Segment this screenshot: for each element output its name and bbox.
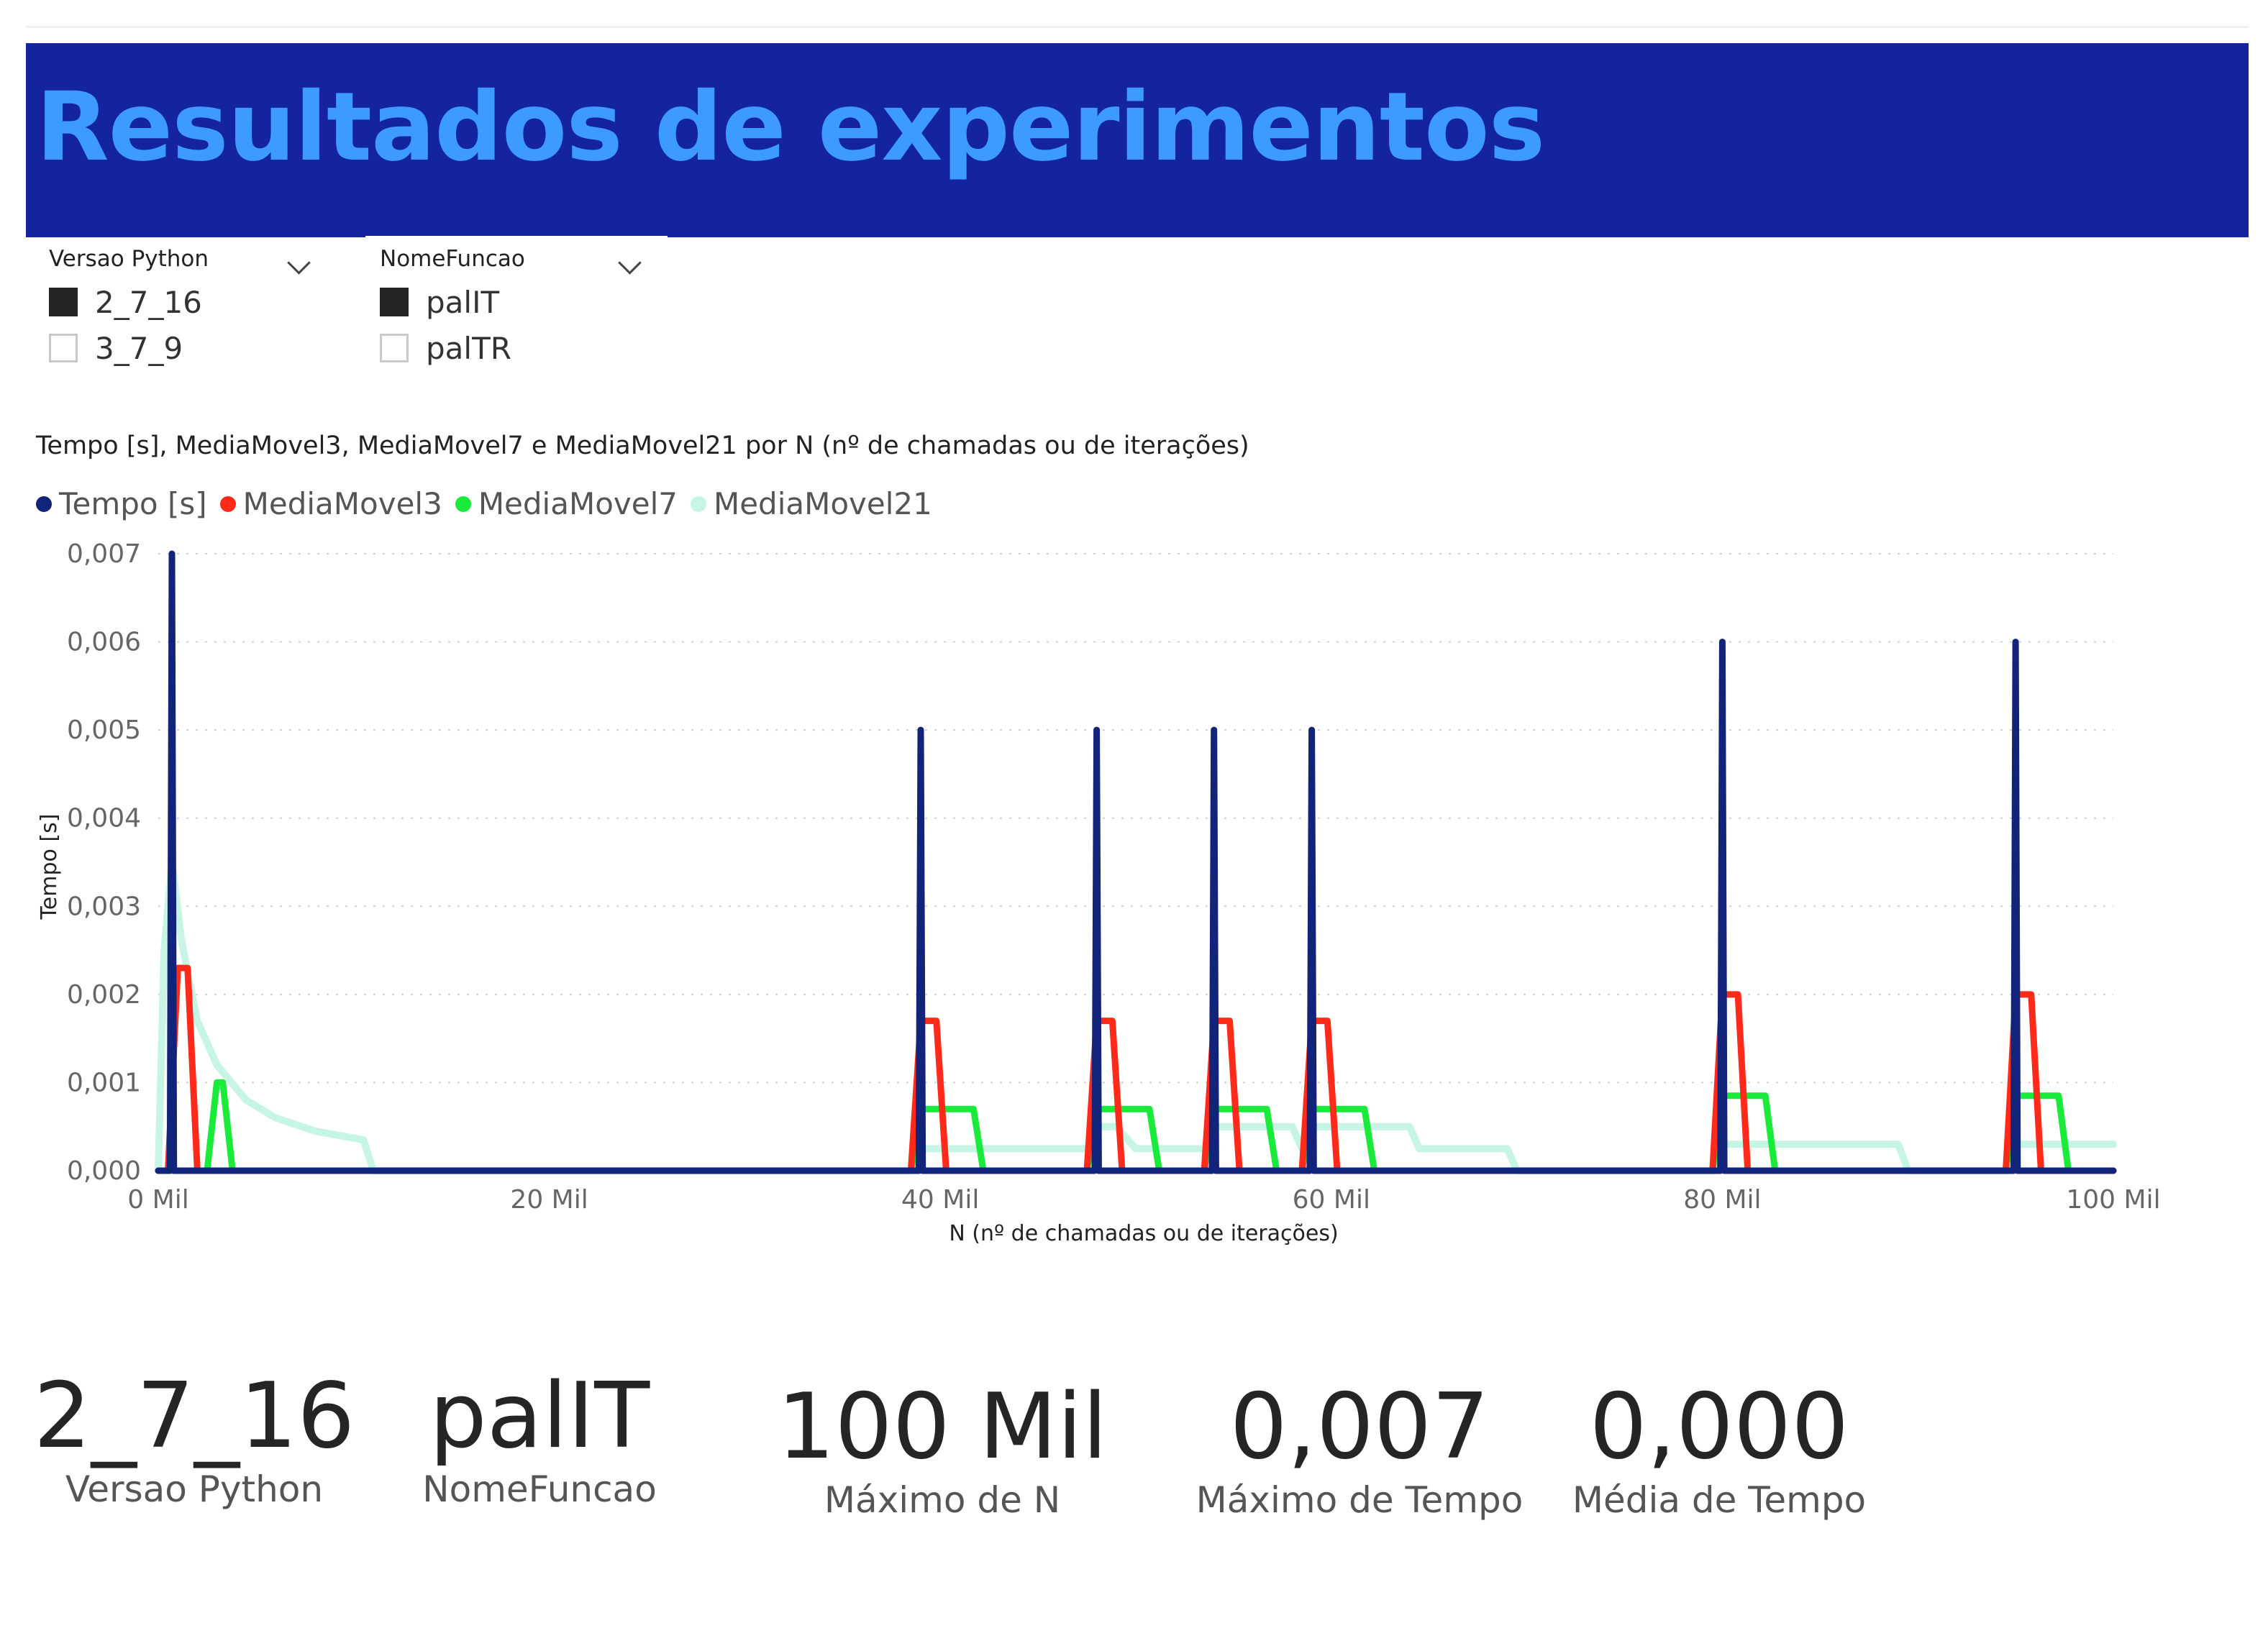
x-tick-label: 100 Mil [2066, 1185, 2160, 1215]
y-tick-label: 0,001 [67, 1068, 141, 1097]
x-tick-label: 20 Mil [510, 1185, 588, 1215]
card-label: Versao Python [65, 1468, 324, 1510]
top-divider [26, 26, 2249, 28]
y-axis-label: Tempo [s] [37, 814, 62, 920]
legend-marker [219, 495, 236, 512]
y-tick-label: 0,005 [67, 716, 141, 745]
series-line-mediamovel21 [155, 859, 2117, 1174]
legend-label: MediaMovel7 [478, 486, 678, 521]
x-tick-label: 40 Mil [901, 1185, 979, 1215]
slicer-option-label: 3_7_9 [95, 330, 183, 366]
slicer-option-label: palTR [426, 330, 511, 366]
card-versao-python: 2_7_16 Versao Python [29, 1363, 360, 1510]
y-tick-label: 0,004 [67, 804, 141, 833]
card-media-tempo: 0,000 Média de Tempo [1554, 1373, 1885, 1521]
y-tick-label: 0,002 [67, 980, 141, 1010]
legend-item-mediamovel7[interactable]: MediaMovel7 [455, 486, 678, 521]
series-line-tempo-s [155, 550, 2117, 1174]
slicer-option-palit[interactable]: palIT [380, 284, 500, 320]
series-line-mediamovel7 [155, 1079, 2117, 1174]
x-axis-label: N (nº de chamadas ou de iterações) [949, 1221, 1338, 1246]
card-maximo-n: 100 Mil Máximo de N [762, 1373, 1122, 1521]
chevron-down-icon[interactable] [618, 251, 642, 275]
checkbox[interactable] [49, 288, 78, 316]
slicer-nome-funcao[interactable]: NomeFuncao palIT palTR [365, 236, 668, 381]
x-tick-label: 60 Mil [1293, 1185, 1370, 1215]
chevron-down-icon[interactable] [287, 251, 311, 275]
y-tick-label: 0,007 [67, 539, 141, 569]
chart-legend: Tempo [s] MediaMovel3 MediaMovel7 MediaM… [36, 486, 945, 521]
slicer-title: NomeFuncao [380, 246, 525, 272]
legend-item-tempo[interactable]: Tempo [s] [36, 486, 207, 521]
legend-item-mediamovel21[interactable]: MediaMovel21 [690, 486, 932, 521]
card-label: NomeFuncao [422, 1468, 657, 1510]
slicer-option-2-7-16[interactable]: 2_7_16 [49, 284, 202, 320]
legend-label: MediaMovel21 [713, 486, 932, 521]
slicer-title: Versao Python [49, 246, 209, 272]
y-tick-label: 0,000 [67, 1156, 141, 1186]
slicer-option-3-7-9[interactable]: 3_7_9 [49, 330, 183, 366]
card-value: 2_7_16 [33, 1363, 355, 1468]
gridlines [158, 553, 2113, 1171]
header-banner: Resultados de experimentos [26, 43, 2249, 237]
chart-title: Tempo [s], MediaMovel3, MediaMovel7 e Me… [36, 431, 1249, 460]
card-label: Média de Tempo [1572, 1479, 1867, 1521]
x-axis-ticks: 0 Mil 20 Mil 40 Mil 60 Mil 80 Mil 100 Mil [127, 1185, 2160, 1215]
legend-label: MediaMovel3 [242, 486, 442, 521]
line-chart[interactable]: 0,000 0,001 0,002 0,003 0,004 0,005 0,006 0,007… [0, 532, 2268, 1266]
legend-label: Tempo [s] [59, 486, 207, 521]
slicer-option-label: palIT [426, 284, 500, 320]
series-lines [155, 550, 2117, 1174]
legend-marker [455, 495, 471, 512]
card-value: 0,007 [1229, 1373, 1490, 1479]
checkbox[interactable] [380, 334, 409, 362]
legend-item-mediamovel3[interactable]: MediaMovel3 [219, 486, 442, 521]
slicer-versao-python[interactable]: Versao Python 2_7_16 3_7_9 [35, 237, 337, 381]
y-axis-ticks: 0,000 0,001 0,002 0,003 0,004 0,005 0,006 0,007 [67, 539, 141, 1186]
card-label: Máximo de Tempo [1196, 1479, 1524, 1521]
x-tick-label: 80 Mil [1683, 1185, 1761, 1215]
slicer-option-paltr[interactable]: palTR [380, 330, 511, 366]
checkbox[interactable] [49, 334, 78, 362]
x-tick-label: 0 Mil [127, 1185, 188, 1215]
card-nome-funcao: palIT NomeFuncao [374, 1363, 705, 1510]
card-value: palIT [429, 1363, 650, 1468]
y-tick-label: 0,003 [67, 892, 141, 921]
card-maximo-tempo: 0,007 Máximo de Tempo [1180, 1373, 1539, 1521]
legend-marker [36, 495, 52, 512]
legend-marker [690, 495, 706, 512]
card-value: 100 Mil [777, 1373, 1108, 1479]
slicer-option-label: 2_7_16 [95, 284, 202, 320]
series-line-mediamovel3 [155, 964, 2117, 1174]
slicer-active-tab [365, 236, 668, 239]
checkbox[interactable] [380, 288, 409, 316]
card-label: Máximo de N [824, 1479, 1061, 1521]
page-title: Resultados de experimentos [36, 72, 1545, 183]
y-tick-label: 0,006 [67, 628, 141, 657]
card-value: 0,000 [1589, 1373, 1849, 1479]
